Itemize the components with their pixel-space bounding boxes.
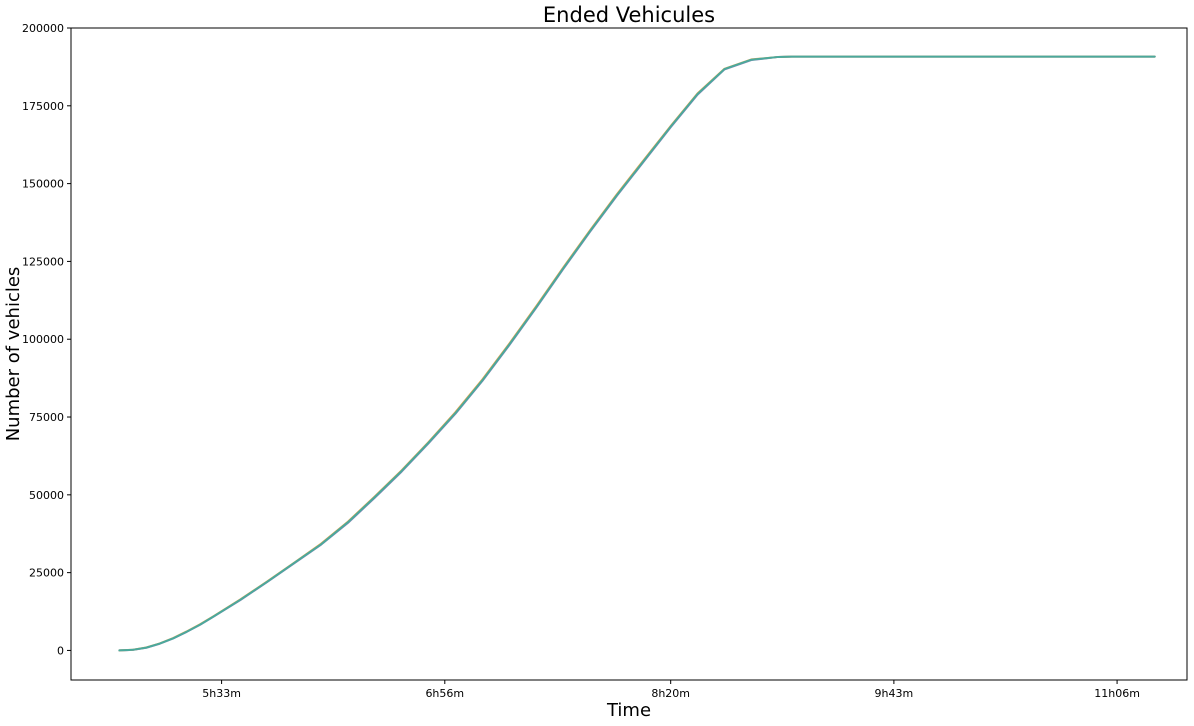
y-tick-label: 100000 [22, 333, 64, 346]
y-tick-label: 0 [57, 644, 64, 657]
y-tick-label: 125000 [22, 255, 64, 268]
x-tick-label: 5h33m [202, 687, 241, 700]
x-tick-label: 8h20m [651, 687, 690, 700]
y-tick-label: 150000 [22, 178, 64, 191]
axes-frame [70, 27, 1188, 681]
x-tick-label: 11h06m [1094, 687, 1140, 700]
y-tick-label: 25000 [29, 567, 64, 580]
series-line [118, 55, 1156, 652]
plot-area [118, 55, 1156, 652]
y-axis-title: Number of vehicles [3, 267, 24, 442]
chart-title: Ended Vehicules [543, 3, 715, 27]
x-axis: 5h33m 6h56m 8h20m 9h43m 11h06m [202, 680, 1140, 700]
x-axis-title: Time [606, 700, 651, 721]
y-tick-label: 75000 [29, 411, 64, 424]
y-tick-label: 50000 [29, 489, 64, 502]
x-tick-label: 6h56m [425, 687, 464, 700]
y-tick-label: 200000 [22, 22, 64, 35]
y-tick-label: 175000 [22, 100, 64, 113]
y-axis: 0 25000 50000 75000 100000 125000 150000 175000… [22, 22, 71, 657]
x-tick-label: 9h43m [875, 687, 914, 700]
